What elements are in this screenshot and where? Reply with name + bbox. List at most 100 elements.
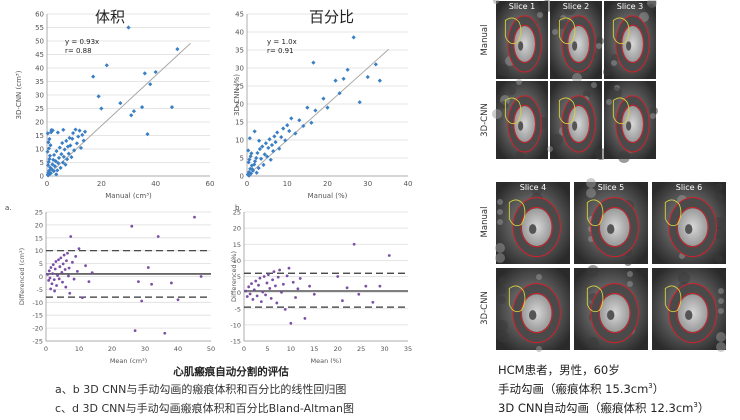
regression-equation: y = 1.0x	[267, 38, 297, 46]
lv-cavity	[677, 208, 708, 246]
row-label-manual: Manual	[480, 207, 490, 238]
epicardial-contour	[561, 95, 596, 153]
data-point	[250, 167, 255, 172]
data-point	[61, 127, 66, 132]
data-point	[378, 284, 382, 288]
data-point	[49, 266, 53, 269]
data-point	[65, 157, 70, 162]
mri-texture	[552, 29, 558, 35]
data-point	[71, 260, 74, 264]
scar-contour	[664, 285, 682, 313]
mri-texture	[716, 332, 726, 342]
data-point	[68, 143, 73, 148]
data-point	[245, 295, 249, 298]
endocardial-contour	[520, 206, 553, 248]
mri-image-grid: Slice 1 Slice 2 Slice 3 Slice 4 Slice 5 Slice…	[480, 0, 726, 352]
data-point	[150, 282, 154, 286]
mri-slice-image	[574, 178, 648, 266]
x-tick-label: 10	[287, 345, 295, 353]
lv-cavity	[568, 25, 589, 62]
x-tick-label: 40	[404, 180, 413, 188]
data-point	[313, 108, 318, 113]
data-point	[49, 167, 54, 172]
data-point	[55, 130, 60, 135]
figure-caption-line-2: c、d 3D CNN与手动勾画瘢痕体积和百分比Bland-Altman图	[55, 402, 354, 415]
data-point	[387, 254, 391, 257]
x-tick-label: 40	[174, 345, 182, 353]
data-point	[57, 277, 61, 281]
data-point	[373, 62, 378, 67]
data-point	[61, 280, 64, 284]
endocardial-contour	[598, 292, 631, 334]
data-point	[51, 263, 55, 267]
epicardial-contour	[615, 95, 650, 153]
x-axis-label: Manual (cm³)	[105, 192, 152, 200]
data-point	[45, 163, 51, 168]
mri-texture	[516, 79, 522, 85]
data-point	[280, 290, 283, 294]
data-point	[289, 321, 293, 325]
scar-contour	[586, 199, 604, 227]
y-tick-label: -5	[235, 305, 241, 313]
correlation-coefficient: r= 0.91	[267, 47, 294, 55]
data-point	[45, 173, 51, 178]
mri-texture	[596, 43, 602, 49]
slice-label: Slice 4	[520, 183, 546, 192]
data-point	[271, 278, 274, 282]
data-point	[81, 138, 86, 143]
data-point	[255, 150, 260, 156]
figure-caption-title: 心肌瘢痕自动分割的评估	[173, 366, 289, 378]
data-point	[250, 168, 256, 173]
mri-texture	[718, 288, 724, 294]
data-point	[65, 144, 71, 149]
epicardial-contour	[668, 283, 717, 344]
mri-texture	[495, 243, 505, 253]
lv-cavity	[514, 105, 535, 142]
epicardial-contour	[512, 197, 561, 258]
data-point	[137, 280, 140, 284]
mri-texture	[496, 330, 508, 342]
data-point	[52, 278, 56, 281]
papillary-muscle	[529, 310, 537, 321]
correlation-coefficient: r= 0.88	[65, 47, 92, 55]
y-tick-label: 15	[35, 132, 44, 140]
chart-title: 体积	[95, 8, 125, 26]
data-point	[49, 287, 53, 291]
data-point	[252, 162, 257, 167]
data-point	[283, 307, 287, 311]
chart-volume-regression: 0 5 10 15 20 25 30 35 40 45 50 55 60 0 20 40 60 Manual (c…	[15, 8, 214, 200]
data-point	[69, 155, 74, 160]
data-point	[53, 289, 56, 293]
x-tick-label: 20	[108, 345, 116, 353]
epicardial-contour	[668, 197, 717, 258]
data-point	[357, 292, 361, 296]
mri-texture	[587, 337, 599, 349]
data-point	[291, 280, 295, 284]
data-point	[254, 155, 259, 161]
data-point	[145, 132, 150, 137]
data-point	[250, 282, 253, 285]
data-point	[257, 283, 260, 287]
x-tick-label: 0	[45, 180, 49, 188]
scar-contour	[586, 285, 604, 313]
data-point	[55, 168, 60, 173]
papillary-muscle	[607, 224, 615, 235]
data-point	[130, 224, 134, 228]
chart-percent-bland-altman: -15 -10 -5 0 5 10 15 20 25 0 5 10 15 20 25 30 35 Mean (%)…	[230, 204, 412, 363]
data-point	[262, 275, 266, 278]
data-point	[75, 269, 79, 273]
data-point	[54, 149, 59, 154]
data-point	[118, 101, 123, 106]
y-tick-label: -25	[32, 338, 43, 346]
y-tick-label: 0	[39, 273, 43, 281]
epicardial-contour	[615, 15, 650, 73]
data-point	[255, 294, 259, 298]
mri-texture	[498, 276, 506, 284]
data-point	[139, 105, 145, 110]
data-point	[76, 134, 81, 139]
data-point	[364, 284, 368, 288]
data-point	[357, 100, 362, 105]
data-point	[62, 147, 67, 152]
data-point	[345, 286, 349, 290]
data-point	[193, 215, 196, 219]
